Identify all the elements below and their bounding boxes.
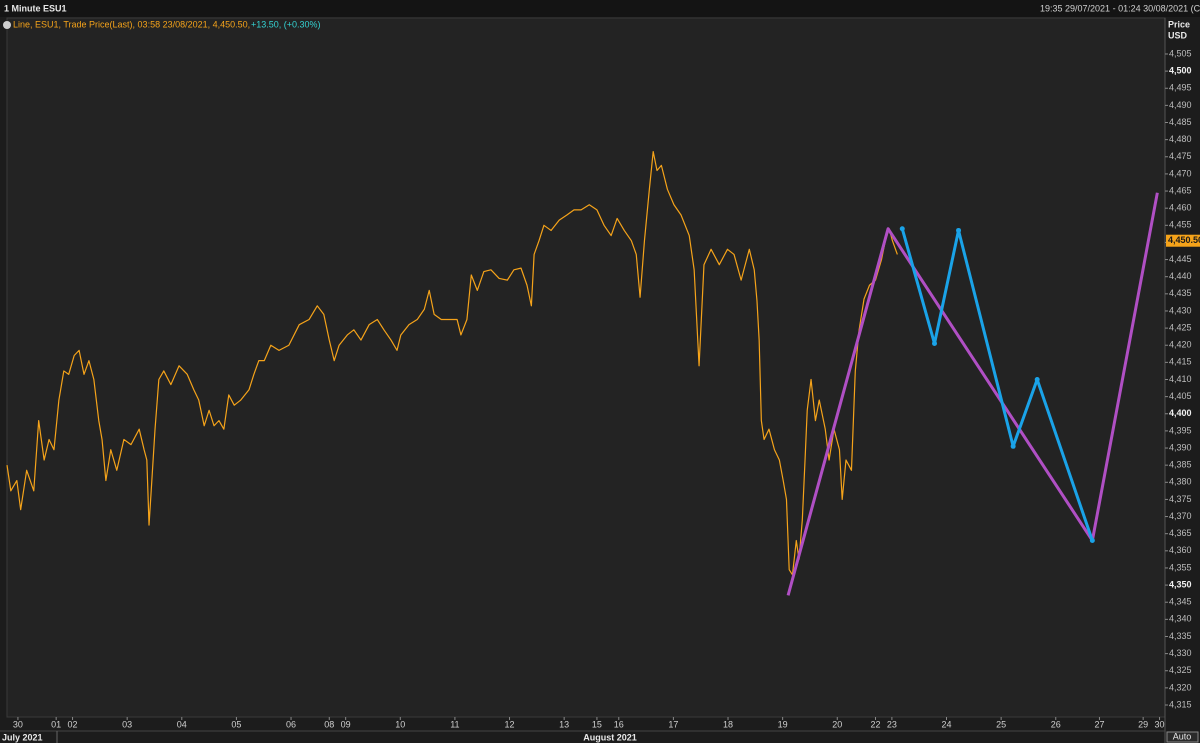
y-tick-label: 4,490 <box>1169 100 1192 110</box>
auto-button[interactable] <box>1166 731 1199 743</box>
x-tick-label: 02 <box>68 719 78 729</box>
vertex-marker <box>899 226 905 232</box>
y-tick-label: 4,350 <box>1169 579 1192 589</box>
chart-title: 1 Minute ESU1 <box>4 3 67 13</box>
y-axis-label: Price <box>1168 19 1190 29</box>
x-tick-label: 15 <box>592 719 602 729</box>
x-tick-label: 01 <box>51 719 61 729</box>
x-tick-label: 10 <box>395 719 405 729</box>
vertex-marker <box>956 227 962 233</box>
y-tick-label: 4,495 <box>1169 83 1192 93</box>
x-tick-label: 17 <box>668 719 678 729</box>
x-tick-label: 29 <box>1138 719 1148 729</box>
y-tick-label: 4,480 <box>1169 134 1192 144</box>
last-price-box <box>1166 234 1200 247</box>
x-tick-label: 06 <box>286 719 296 729</box>
plot-area <box>6 17 1166 718</box>
vertex-marker <box>1034 376 1040 382</box>
y-tick-label: 4,375 <box>1169 494 1192 504</box>
price-line <box>786 192 1159 596</box>
month-label: July 2021 <box>2 732 43 742</box>
x-tick-label: 20 <box>832 719 842 729</box>
x-tick-label: 08 <box>324 719 334 729</box>
y-tick-label: 4,380 <box>1169 477 1192 487</box>
x-tick-label: 18 <box>723 719 733 729</box>
price-line <box>900 228 1094 542</box>
y-tick-label: 4,465 <box>1169 185 1192 195</box>
y-tick-label: 4,415 <box>1169 357 1192 367</box>
x-tick-label: 09 <box>341 719 351 729</box>
y-tick-label: 4,425 <box>1169 322 1192 332</box>
y-tick-label: 4,385 <box>1169 460 1192 470</box>
y-tick-label: 4,335 <box>1169 631 1192 641</box>
y-tick-label: 4,340 <box>1169 614 1192 624</box>
x-tick-label: 27 <box>1094 719 1104 729</box>
y-tick-label: 4,435 <box>1169 288 1192 298</box>
y-tick-label: 4,440 <box>1169 271 1192 281</box>
header-bar <box>0 0 1200 17</box>
y-tick-label: 4,485 <box>1169 117 1192 127</box>
x-tick-label: 24 <box>942 719 952 729</box>
vertex-marker <box>1089 538 1095 544</box>
y-tick-label: 4,355 <box>1169 562 1192 572</box>
price-line <box>6 151 898 576</box>
x-tick-label: 25 <box>996 719 1006 729</box>
x-tick-label: 30 <box>13 719 23 729</box>
y-tick-label: 4,460 <box>1169 203 1192 213</box>
x-tick-label: 04 <box>177 719 187 729</box>
y-tick-label: 4,330 <box>1169 648 1192 658</box>
y-tick-label: 4,430 <box>1169 305 1192 315</box>
y-tick-label: 4,315 <box>1169 699 1192 709</box>
y-tick-label: 4,390 <box>1169 442 1192 452</box>
y-tick-label: 4,395 <box>1169 425 1192 435</box>
vertex-marker <box>1010 443 1016 449</box>
legend-change: +13.50, (+0.30%) <box>251 19 321 29</box>
x-tick-label: 22 <box>870 719 880 729</box>
x-tick-label: 16 <box>614 719 624 729</box>
y-axis-unit: USD <box>1168 30 1188 40</box>
y-tick-label: 4,475 <box>1169 151 1192 161</box>
legend-text: Line, ESU1, Trade Price(Last), 03:58 23/… <box>13 19 250 29</box>
x-tick-label: 30 <box>1155 719 1165 729</box>
x-tick-label: 19 <box>778 719 788 729</box>
y-tick-label: 4,345 <box>1169 597 1192 607</box>
y-tick-label: 4,325 <box>1169 665 1192 675</box>
x-tick-label: 03 <box>122 719 132 729</box>
month-label: August 2021 <box>583 732 637 742</box>
y-tick-label: 4,320 <box>1169 682 1192 692</box>
x-tick-label: 26 <box>1051 719 1061 729</box>
last-price-label: 4,450.50 <box>1168 235 1200 245</box>
y-tick-label: 4,370 <box>1169 511 1192 521</box>
x-tick-label: 11 <box>450 719 459 729</box>
y-tick-label: 4,470 <box>1169 168 1192 178</box>
y-tick-label: 4,360 <box>1169 545 1192 555</box>
x-tick-label: 05 <box>231 719 241 729</box>
y-tick-label: 4,420 <box>1169 340 1192 350</box>
x-tick-label: 12 <box>505 719 515 729</box>
y-tick-label: 4,505 <box>1169 48 1192 58</box>
y-tick-label: 4,400 <box>1169 408 1192 418</box>
y-tick-label: 4,445 <box>1169 254 1192 264</box>
auto-button-label[interactable]: Auto <box>1173 731 1192 741</box>
vertex-marker <box>931 341 937 347</box>
y-tick-label: 4,410 <box>1169 374 1192 384</box>
y-tick-label: 4,365 <box>1169 528 1192 538</box>
y-tick-label: 4,500 <box>1169 65 1192 75</box>
legend-icon[interactable] <box>3 21 11 29</box>
x-tick-label: 13 <box>559 719 569 729</box>
date-range: 19:35 29/07/2021 - 01:24 30/08/2021 (CHG <box>1040 3 1200 13</box>
x-tick-label: 23 <box>887 719 897 729</box>
y-tick-label: 4,405 <box>1169 391 1192 401</box>
y-tick-label: 4,455 <box>1169 220 1192 230</box>
